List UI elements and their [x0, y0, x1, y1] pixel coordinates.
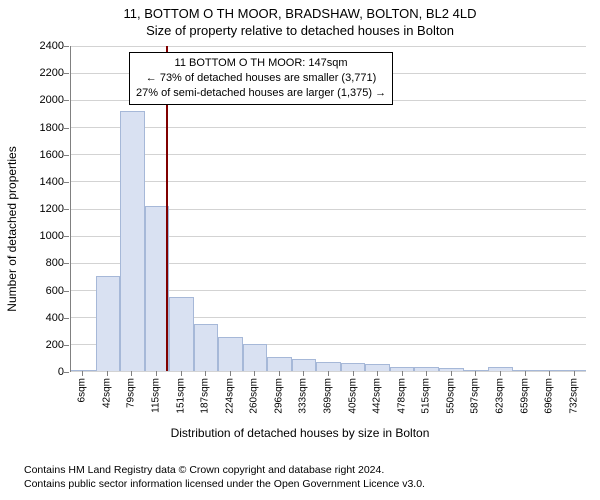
x-tick-label: 224sqm — [224, 378, 235, 414]
x-tick-label: 550sqm — [445, 378, 456, 414]
x-tick-label: 696sqm — [544, 378, 555, 414]
y-tick-mark — [64, 100, 69, 101]
y-tick-mark — [64, 155, 69, 156]
y-tick-label: 2200 — [40, 67, 64, 79]
x-tick-mark — [451, 371, 452, 376]
x-tick-label: 6sqm — [77, 378, 88, 402]
x-tick-mark — [181, 371, 182, 376]
footer-line-1: Contains HM Land Registry data © Crown c… — [24, 463, 590, 478]
x-tick-mark — [131, 371, 132, 376]
x-tick-label: 260sqm — [249, 378, 260, 414]
histogram-chart: Number of detached properties 0200400600… — [24, 42, 590, 416]
x-tick-mark — [205, 371, 206, 376]
y-tick-label: 400 — [46, 312, 64, 324]
y-tick-mark — [64, 345, 69, 346]
x-tick-mark — [426, 371, 427, 376]
y-tick-mark — [64, 182, 69, 183]
x-tick-label: 369sqm — [323, 378, 334, 414]
x-tick-label: 515sqm — [421, 378, 432, 414]
y-tick-label: 200 — [46, 339, 64, 351]
histogram-bar — [341, 363, 366, 371]
x-tick-mark — [230, 371, 231, 376]
histogram-bar — [218, 337, 243, 371]
y-tick-label: 1800 — [40, 122, 64, 134]
x-tick-mark — [279, 371, 280, 376]
x-tick-mark — [402, 371, 403, 376]
annotation-line-3: 27% of semi-detached houses are larger (… — [136, 86, 386, 101]
histogram-bar — [120, 111, 145, 371]
y-tick-mark — [64, 318, 69, 319]
x-tick-label: 623sqm — [495, 378, 506, 414]
y-tick-label: 1200 — [40, 203, 64, 215]
x-tick-label: 187sqm — [200, 378, 211, 414]
y-tick-mark — [64, 46, 69, 47]
annotation-line-2: ← 73% of detached houses are smaller (3,… — [136, 71, 386, 86]
x-tick-mark — [303, 371, 304, 376]
y-tick-mark — [64, 128, 69, 129]
x-tick-mark — [353, 371, 354, 376]
footer: Contains HM Land Registry data © Crown c… — [24, 463, 590, 492]
y-tick-mark — [64, 236, 69, 237]
x-tick-label: 732sqm — [568, 378, 579, 414]
histogram-bar — [96, 276, 121, 371]
y-tick-label: 800 — [46, 257, 64, 269]
x-tick-label: 296sqm — [273, 378, 284, 414]
x-tick-label: 151sqm — [175, 378, 186, 414]
histogram-bar — [267, 357, 292, 371]
x-tick-mark — [377, 371, 378, 376]
x-tick-label: 478sqm — [396, 378, 407, 414]
page-title: 11, BOTTOM O TH MOOR, BRADSHAW, BOLTON, … — [0, 0, 600, 21]
x-axis-title: Distribution of detached houses by size … — [0, 426, 600, 440]
plot-area: 11 BOTTOM O TH MOOR: 147sqm ← 73% of det… — [70, 46, 586, 372]
y-tick-label: 1400 — [40, 176, 64, 188]
y-tick-mark — [64, 263, 69, 264]
x-tick-label: 405sqm — [347, 378, 358, 414]
x-tick-mark — [525, 371, 526, 376]
histogram-bar — [292, 359, 317, 371]
x-tick-mark — [107, 371, 108, 376]
x-axis-ticks: 6sqm 42sqm 79sqm 115sqm 151sqm 187sqm 224sqm 26… — [70, 372, 586, 416]
y-tick-label: 600 — [46, 285, 64, 297]
x-tick-mark — [254, 371, 255, 376]
histogram-bar — [365, 364, 390, 371]
y-axis-ticks: 0200400600800100012001400160018002000220… — [24, 46, 68, 372]
x-tick-label: 659sqm — [519, 378, 530, 414]
y-tick-mark — [64, 73, 69, 74]
x-tick-mark — [156, 371, 157, 376]
x-tick-mark — [549, 371, 550, 376]
page-subtitle: Size of property relative to detached ho… — [0, 21, 600, 38]
x-tick-mark — [574, 371, 575, 376]
annotation-box: 11 BOTTOM O TH MOOR: 147sqm ← 73% of det… — [129, 52, 393, 105]
y-tick-label: 1600 — [40, 149, 64, 161]
x-tick-label: 115sqm — [151, 378, 162, 413]
y-tick-label: 2000 — [40, 94, 64, 106]
x-tick-mark — [500, 371, 501, 376]
x-tick-label: 79sqm — [126, 378, 137, 408]
x-tick-mark — [328, 371, 329, 376]
y-tick-mark — [64, 372, 69, 373]
y-tick-label: 1000 — [40, 230, 64, 242]
x-tick-mark — [475, 371, 476, 376]
y-axis-label: Number of detached properties — [5, 146, 19, 311]
y-tick-mark — [64, 209, 69, 210]
x-tick-mark — [82, 371, 83, 376]
x-tick-label: 333sqm — [298, 378, 309, 414]
x-tick-label: 587sqm — [470, 378, 481, 414]
y-tick-label: 2400 — [40, 40, 64, 52]
x-tick-label: 442sqm — [372, 378, 383, 414]
histogram-bar — [316, 362, 341, 371]
histogram-bar — [243, 344, 268, 371]
y-tick-mark — [64, 291, 69, 292]
annotation-line-1: 11 BOTTOM O TH MOOR: 147sqm — [136, 56, 386, 71]
histogram-bar — [194, 324, 219, 371]
histogram-bar — [169, 297, 194, 371]
x-tick-label: 42sqm — [101, 378, 112, 408]
footer-line-2: Contains public sector information licen… — [24, 477, 590, 492]
